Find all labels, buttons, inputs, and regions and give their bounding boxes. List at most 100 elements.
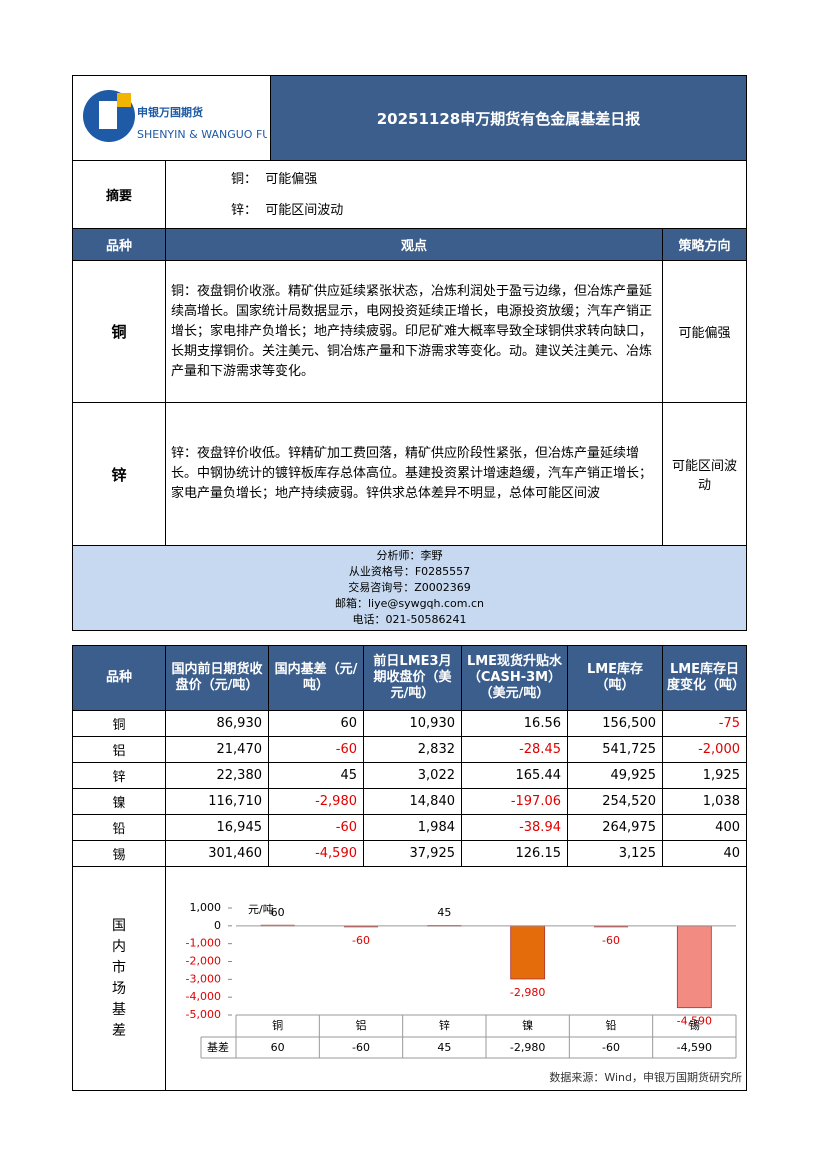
- x-tick-label: 锌: [439, 1018, 450, 1032]
- cell: 86,930: [165, 710, 269, 737]
- x-tick-label: 锡: [689, 1018, 700, 1032]
- y-tick-label: 0: [214, 919, 221, 932]
- table-value: -4,590: [677, 1041, 712, 1054]
- cell: 1,038: [662, 788, 747, 815]
- table-row: 铜 86,930 60 10,930 16.56 156,500 -75: [72, 710, 747, 737]
- y-tick-label: -4,000: [186, 990, 221, 1003]
- data-label: -2,980: [510, 986, 545, 999]
- cell: 16,945: [165, 814, 269, 841]
- metal: 镍: [72, 788, 166, 815]
- data-label: -60: [352, 934, 370, 947]
- cell: -60: [268, 814, 364, 841]
- cell: -2,980: [268, 788, 364, 815]
- x-tick-label: 镍: [522, 1018, 533, 1032]
- table-row: 镍 116,710 -2,980 14,840 -197.06 254,520 1,038: [72, 788, 747, 815]
- cell: 22,380: [165, 762, 269, 789]
- x-tick-label: 铜: [272, 1018, 283, 1032]
- data-label: 60: [271, 906, 285, 919]
- cell: 3,125: [567, 840, 663, 867]
- cell: -38.94: [461, 814, 568, 841]
- y-tick-label: -2,000: [186, 955, 221, 968]
- contact-line: 电话：021-50586241: [352, 613, 467, 626]
- legend-label: 基差: [207, 1040, 229, 1054]
- contact: 分析师：李野 从业资格号：F0285557 交易咨询号：Z0002369 邮箱：liy…: [72, 545, 747, 631]
- summary-view: 可能区间波动: [265, 202, 344, 218]
- y-tick-label: -1,000: [186, 937, 221, 950]
- table-value: 60: [271, 1041, 285, 1054]
- summary-item: 锌：: [231, 202, 258, 218]
- logo-cell: 申银万国期货 SHENYIN & WANGUO FUTURES: [72, 75, 306, 161]
- metal: 锌: [72, 762, 166, 789]
- cell: 60: [268, 710, 364, 737]
- summary: 铜： 可能偏强 锌： 可能区间波动: [165, 160, 747, 229]
- cell: 37,925: [363, 840, 462, 867]
- cell: 1,925: [662, 762, 747, 789]
- metal: 铅: [72, 814, 166, 841]
- table-value: -60: [602, 1041, 620, 1054]
- col-header: 品种: [72, 645, 166, 711]
- cell: -2,000: [662, 736, 747, 763]
- view-text: 铜：夜盘铜价收涨。精矿供应延续紧张状态，冶炼利润处于盈亏边缘，但冶炼产量延续高增…: [165, 260, 663, 403]
- table-row: 锌 22,380 45 3,022 165.44 49,925 1,925: [72, 762, 747, 789]
- y-tick-label: -3,000: [186, 972, 221, 985]
- cell: 254,520: [567, 788, 663, 815]
- cell: -75: [662, 710, 747, 737]
- chart-label: 国内市场基差: [72, 866, 166, 1091]
- logo-en: SHENYIN & WANGUO FUTURES: [137, 128, 267, 141]
- cell: 16.56: [461, 710, 568, 737]
- x-tick-label: 铝: [356, 1018, 367, 1032]
- logo-name: 申银万国期货: [137, 105, 203, 119]
- col-header: LME现货升贴水（CASH-3M）（美元/吨）: [461, 645, 568, 711]
- report-table: 申银万国期货 SHENYIN & WANGUO FUTURES 20251128…: [72, 75, 747, 631]
- summary-view: 可能偏强: [265, 171, 318, 187]
- cell: 541,725: [567, 736, 663, 763]
- cell: 3,022: [363, 762, 462, 789]
- cell: 301,460: [165, 840, 269, 867]
- y-axis-label: 元/吨: [248, 903, 274, 916]
- metal: 锌: [72, 402, 166, 546]
- cell: 10,930: [363, 710, 462, 737]
- metal: 铜: [72, 710, 166, 737]
- x-tick-label: 铅: [606, 1018, 617, 1032]
- bar: [676, 925, 712, 1009]
- cell: 1,984: [363, 814, 462, 841]
- table-value: 45: [437, 1041, 451, 1054]
- cell: -28.45: [461, 736, 568, 763]
- bar: [344, 925, 378, 928]
- metal: 铜: [72, 260, 166, 403]
- logo: 申银万国期货 SHENYIN & WANGUO FUTURES: [82, 90, 306, 142]
- chart: 1,0000-1,000-2,000-3,000-4,000-5,000元/吨6…: [186, 901, 742, 1084]
- cell: 21,470: [165, 736, 269, 763]
- view-text: 锌：夜盘锌价收低。锌精矿加工费回落，精矿供应阶段性紧张，但冶炼产量延续增长。中钢…: [165, 402, 663, 546]
- strategy: 可能区间波动: [662, 402, 747, 546]
- contact-line: 分析师：李野: [376, 549, 443, 562]
- cell: 126.15: [461, 840, 568, 867]
- data-label: -4,590: [677, 1015, 712, 1028]
- col-header: LME库存（吨）: [567, 645, 663, 711]
- table-value: -60: [352, 1041, 370, 1054]
- col-header: 国内基差（元/吨）: [268, 645, 364, 711]
- y-tick-label: 1,000: [190, 901, 222, 914]
- data-label: -60: [602, 934, 620, 947]
- metal: 锡: [72, 840, 166, 867]
- table-row: 铝 21,470 -60 2,832 -28.45 541,725 -2,000: [72, 736, 747, 763]
- chart-title: 国内市场基差: [112, 917, 126, 1039]
- cell: 40: [662, 840, 747, 867]
- cell: -60: [268, 736, 364, 763]
- cell: 116,710: [165, 788, 269, 815]
- source: 数据来源：Wind，申银万国期货研究所: [549, 1070, 742, 1084]
- cell: 45: [268, 762, 364, 789]
- col-header: 前日LME3月期收盘价（美元/吨）: [363, 645, 462, 711]
- table-row: 锡 301,460 -4,590 37,925 126.15 3,125 40: [72, 840, 747, 867]
- cell: 400: [662, 814, 747, 841]
- col-header: LME库存日度变化（吨）: [662, 645, 747, 711]
- cell: 156,500: [567, 710, 663, 737]
- col-header: 观点: [165, 228, 663, 261]
- contact-line: 交易咨询号：Z0002369: [348, 581, 471, 594]
- table-row: 铅 16,945 -60 1,984 -38.94 264,975 400: [72, 814, 747, 841]
- summary-item: 铜：: [231, 171, 258, 187]
- cell: -4,590: [268, 840, 364, 867]
- col-header: 品种: [72, 228, 166, 261]
- cell: 264,975: [567, 814, 663, 841]
